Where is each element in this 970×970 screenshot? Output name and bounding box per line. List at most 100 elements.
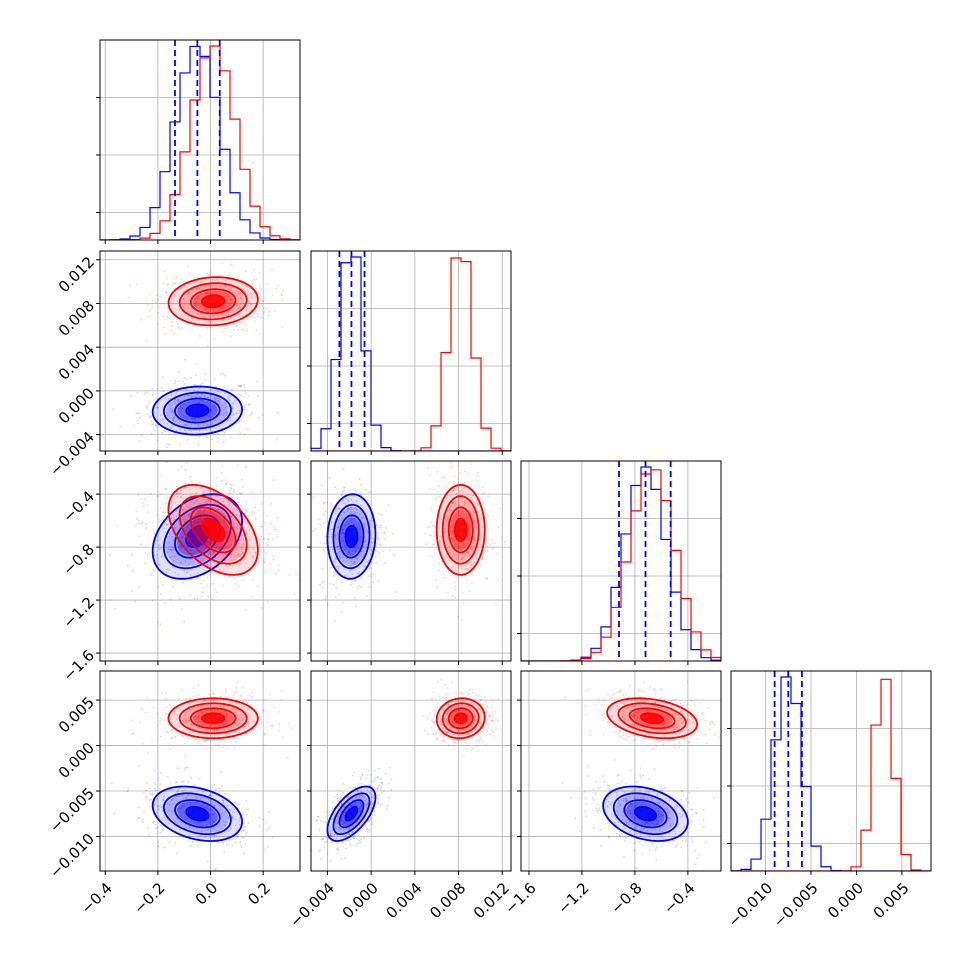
scatter-point [219,696,222,698]
scatter-point [157,490,160,493]
scatter-point [364,529,367,532]
scatter-point [377,776,379,779]
scatter-point [688,731,691,733]
scatter-point [451,533,453,535]
scatter-point [213,514,216,516]
scatter-point [177,418,180,421]
scatter-point [212,309,215,311]
scatter-point [235,532,238,535]
scatter-point [196,393,199,396]
scatter-point [188,703,191,705]
scatter-point [256,315,259,318]
scatter-point [174,571,177,574]
scatter-point [153,769,156,772]
scatter-point [357,789,360,792]
scatter-point [640,776,642,779]
panel-frame [310,670,512,872]
scatter-point [249,293,252,295]
scatter-point [146,405,148,407]
contour-red [178,282,248,321]
scatter-point [187,716,190,719]
scatter-point [347,499,350,501]
scatter-point [445,719,448,722]
scatter-point [173,736,176,738]
scatter-point [161,829,164,832]
scatter-point [651,822,654,825]
scatter-point [593,799,595,801]
scatter-point [211,819,214,822]
scatter-point [240,846,243,849]
scatter-point [170,394,173,397]
scatter-point [461,558,463,561]
scatter-point [662,814,664,817]
scatter-point [186,416,189,419]
scatter-point [472,494,475,496]
scatter-point [373,810,376,813]
scatter-point [138,816,141,819]
scatter-point [234,509,237,511]
scatter-point [174,501,177,504]
scatter-point [148,552,151,555]
scatter-point [638,832,641,835]
scatter-point [248,529,251,532]
scatter-point [460,511,463,514]
contour-red [447,506,474,554]
scatter-point [224,285,227,287]
scatter-point [355,844,357,847]
scatter-point [466,544,468,546]
scatter-point [204,286,207,289]
scatter-point [455,711,458,713]
scatter-point [473,538,476,541]
scatter-point [486,546,489,549]
scatter-point [156,539,159,542]
scatter-point [150,799,153,801]
scatter-point [478,739,481,742]
scatter-point [226,530,229,533]
scatter-point [195,718,198,721]
scatter-point [182,298,184,300]
scatter-point [640,827,643,830]
scatter-point [201,713,204,716]
scatter-point [164,488,167,490]
scatter-point [461,493,464,496]
scatter-point [454,596,457,599]
scatter-point [221,746,224,748]
scatter-point [434,531,436,534]
scatter-point [182,735,185,738]
scatter-point [145,797,148,800]
scatter-point [207,397,210,399]
scatter-point [177,520,180,523]
scatter-point [193,400,196,403]
scatter-point [451,502,453,504]
scatter-point [208,415,211,418]
scatter-point [192,534,195,536]
scatter-point [157,298,160,301]
scatter-point [239,504,242,506]
scatter-point [476,503,479,505]
scatter-point [599,786,602,788]
scatter-point [439,733,442,735]
scatter-point [224,821,227,824]
scatter-point [668,810,671,813]
scatter-point [248,694,251,696]
scatter-point [389,766,392,769]
scatter-point [242,578,245,581]
density-core-red [203,295,224,307]
scatter-point [356,790,359,792]
scatter-point [235,412,238,415]
scatter-point [474,519,477,522]
scatter-point [218,326,221,329]
scatter-point [225,691,228,694]
scatter-point [269,523,272,526]
scatter-point [320,484,323,487]
scatter-point [227,715,230,718]
scatter-point [478,695,481,697]
scatter-point [492,719,494,722]
scatter-point [208,559,211,562]
scatter-point [304,288,306,290]
panel-0-0 [96,39,301,244]
scatter-point [597,700,600,703]
scatter-point [229,728,231,731]
scatter-point [182,535,185,538]
scatter-point [484,696,486,698]
